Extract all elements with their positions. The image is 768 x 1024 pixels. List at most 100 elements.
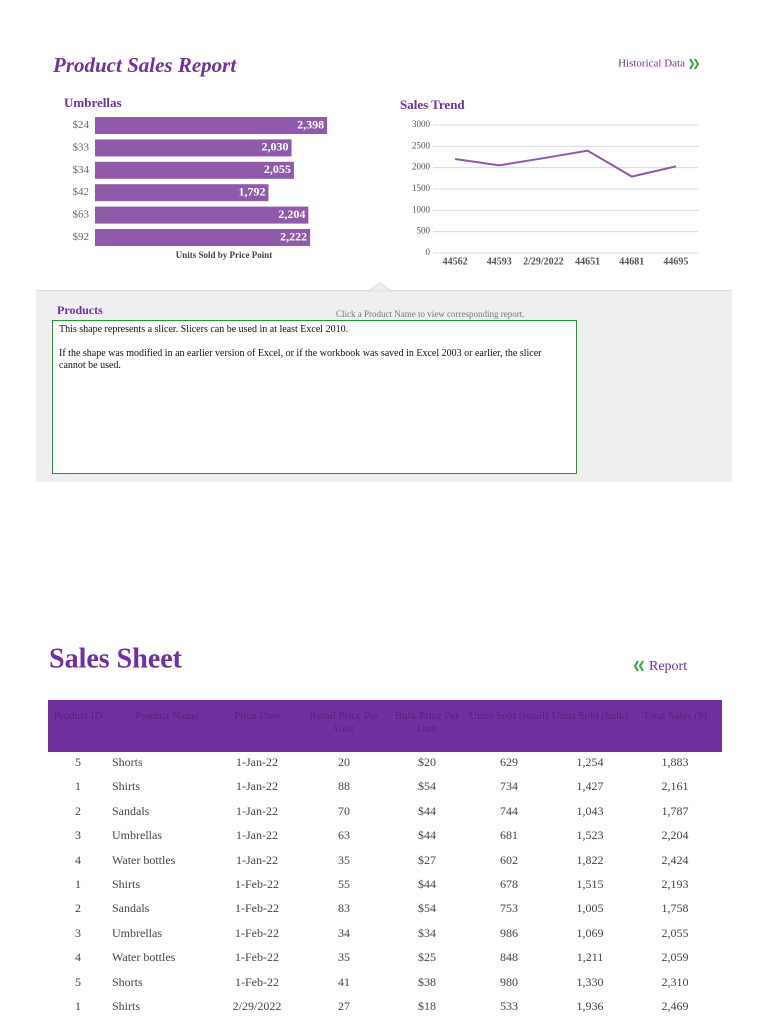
table-cell: 27 xyxy=(338,999,350,1013)
table-cell: 533 xyxy=(500,999,518,1013)
bar xyxy=(95,139,292,157)
table-cell: 1,758 xyxy=(661,901,689,916)
table-cell: 1 xyxy=(75,779,81,794)
table-cell: 20 xyxy=(338,755,350,769)
data-label: 2,204 xyxy=(278,207,305,221)
x-axis-label: Units Sold by Price Point xyxy=(176,250,273,260)
y-tick-label: 0 xyxy=(426,247,431,257)
column-header: Retail Price Per Unit xyxy=(309,710,379,735)
table-cell: 5 xyxy=(75,755,81,769)
table-cell: 2/29/2022 xyxy=(232,999,282,1013)
table-cell: 753 xyxy=(500,901,518,916)
table-cell: Shorts xyxy=(112,974,143,989)
table-cell: 1-Jan-22 xyxy=(236,755,278,769)
table-cell: 1,883 xyxy=(661,755,689,769)
historical-link[interactable]: Historical Data xyxy=(618,58,685,70)
column-header: Product ID xyxy=(53,710,103,722)
table-cell: 1,069 xyxy=(576,925,604,940)
column-header: Units Sold (retail) xyxy=(469,710,549,722)
table-cell: 848 xyxy=(500,950,518,965)
table-cell: $27 xyxy=(418,852,436,867)
table-cell: 35 xyxy=(338,950,350,965)
table-cell: Sandals xyxy=(112,803,150,818)
table-cell: 4 xyxy=(75,950,81,965)
table-cell: 681 xyxy=(500,828,518,843)
table-cell: 2,161 xyxy=(661,779,689,794)
y-tick-label: $92 xyxy=(73,231,90,243)
table-cell: 1,005 xyxy=(576,901,604,916)
table-cell: $44 xyxy=(418,828,436,843)
products-title: Products xyxy=(57,303,103,317)
table-cell: 1-Jan-22 xyxy=(236,779,278,794)
y-tick-label: $63 xyxy=(73,209,90,221)
data-label: 1,792 xyxy=(238,184,265,198)
bar xyxy=(95,117,328,134)
products-hint: Click a Product Name to view correspondi… xyxy=(336,309,524,319)
data-label: 2,222 xyxy=(280,229,307,243)
bar xyxy=(95,161,294,179)
table-cell: Shorts xyxy=(112,755,143,769)
bar xyxy=(95,206,309,224)
table-cell: 1-Feb-22 xyxy=(235,974,279,989)
table-cell: 1,211 xyxy=(576,950,604,965)
column-header: Price Date xyxy=(233,710,281,722)
x-tick-label: 44562 xyxy=(443,256,468,267)
table-cell: $54 xyxy=(418,779,436,794)
table-cell: 5 xyxy=(75,974,81,989)
x-tick-label: 44651 xyxy=(575,256,600,267)
x-tick-label: 44593 xyxy=(487,256,512,267)
table-cell: Shirts xyxy=(112,877,141,891)
y-tick-label: 500 xyxy=(417,226,431,236)
table-cell: 2,204 xyxy=(661,828,689,843)
table-cell: 1 xyxy=(75,999,81,1013)
table-cell: 2,424 xyxy=(661,852,689,867)
table-cell: 70 xyxy=(338,803,350,818)
table-cell: $54 xyxy=(418,901,436,916)
chart-title: Sales Trend xyxy=(400,97,465,112)
table-cell: 1-Feb-22 xyxy=(235,901,279,916)
table-cell: Water bottles xyxy=(112,852,176,867)
data-label: 2,030 xyxy=(262,140,289,154)
table-cell: $25 xyxy=(418,950,436,965)
table-cell: 629 xyxy=(500,755,518,769)
table-cell: 2 xyxy=(75,901,81,916)
table-cell: 1 xyxy=(75,877,81,891)
table-cell: 3 xyxy=(75,828,81,843)
table-cell: 1,330 xyxy=(576,974,604,989)
pointer xyxy=(366,282,394,292)
bar xyxy=(95,184,269,202)
data-label: 2,055 xyxy=(264,162,291,176)
table-cell: $44 xyxy=(418,803,436,818)
table-cell: Shirts xyxy=(112,779,141,794)
table-cell: 1,822 xyxy=(576,852,604,867)
table-cell: 986 xyxy=(500,925,518,940)
x-tick-label: 2/29/2022 xyxy=(523,256,564,267)
y-tick-label: 3000 xyxy=(412,119,431,129)
y-tick-label: $24 xyxy=(73,119,90,131)
table-cell: $18 xyxy=(418,999,436,1013)
table-cell: 1,427 xyxy=(576,779,604,794)
column-header: Bulk Price Per Unit xyxy=(394,710,460,735)
sheet-title: Sales Sheet xyxy=(49,643,183,674)
report-link[interactable]: Report xyxy=(649,659,687,674)
table-cell: 2,055 xyxy=(661,925,689,940)
back-icon[interactable] xyxy=(633,660,644,672)
table-cell: 734 xyxy=(500,779,518,794)
x-tick-label: 44695 xyxy=(663,256,688,267)
table-cell: 744 xyxy=(500,803,518,818)
table-cell: $20 xyxy=(418,755,436,769)
table-cell: 2,469 xyxy=(661,999,689,1013)
forward-icon[interactable] xyxy=(689,58,700,70)
table-cell: 980 xyxy=(500,974,518,989)
table-cell: 83 xyxy=(338,901,350,916)
table-cell: 602 xyxy=(500,852,518,867)
table-cell: 2,310 xyxy=(661,974,689,989)
table-cell: 88 xyxy=(338,779,350,794)
column-header: Units Sold (bulk) xyxy=(551,710,629,722)
table-cell: 1-Feb-22 xyxy=(235,877,279,891)
slicer-text: This shape represents a slicer. Slicers … xyxy=(59,324,349,335)
y-tick-label: 2000 xyxy=(412,162,431,172)
table-cell: $44 xyxy=(418,877,436,891)
